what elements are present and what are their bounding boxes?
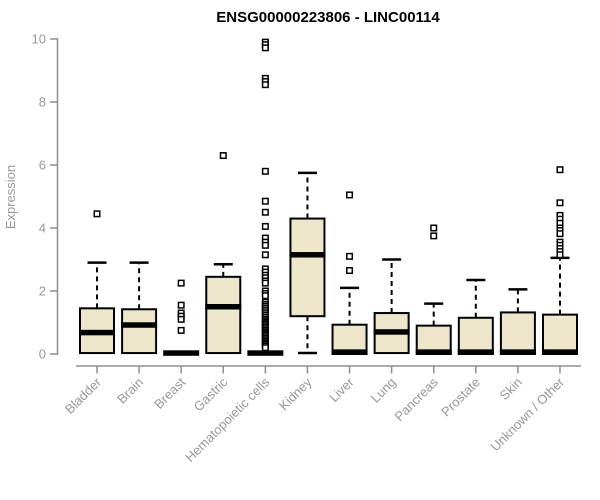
y-axis: 0 2 4 6 8 10 <box>32 32 59 362</box>
box-bladder <box>79 210 115 355</box>
outlier-point <box>261 81 269 89</box>
outlier-point <box>346 252 354 260</box>
box-skin <box>499 288 536 356</box>
box-lung <box>373 258 410 355</box>
outlier-point <box>261 208 269 216</box>
median-line <box>541 349 578 355</box>
box-prostate <box>457 278 494 355</box>
x-category-label: Pancreas <box>391 374 441 424</box>
box-breast <box>163 279 200 356</box>
box-rect <box>541 313 578 355</box>
median-line <box>79 329 115 336</box>
median-line <box>205 304 242 310</box>
outlier-point <box>261 197 269 205</box>
outlier-point <box>556 251 564 259</box>
y-tick-label: 6 <box>39 158 46 173</box>
box-liver <box>331 191 368 355</box>
outlier-point <box>219 152 227 160</box>
outlier-point <box>261 44 269 52</box>
outlier-point <box>177 326 185 334</box>
outlier-point <box>430 232 438 240</box>
outlier-point <box>261 241 269 249</box>
box-rect <box>457 316 494 355</box>
outlier-point <box>556 166 564 174</box>
outlier-point <box>556 230 564 238</box>
median-line <box>331 349 368 355</box>
x-category-label: Brain <box>114 375 146 407</box>
y-tick-label: 0 <box>39 347 46 362</box>
box-rect <box>205 275 242 355</box>
y-tick-label: 10 <box>32 32 46 47</box>
outlier-point <box>261 344 269 352</box>
box-gastric <box>205 152 242 355</box>
median-line <box>373 329 410 335</box>
outlier-point <box>346 267 354 275</box>
median-line <box>247 350 284 356</box>
outlier-point <box>261 167 269 175</box>
outlier-point <box>261 251 269 259</box>
outlier-point <box>261 222 269 230</box>
x-category-label: Gastric <box>191 374 231 414</box>
chart-title: ENSG00000223806 - LINC00114 <box>216 9 440 26</box>
y-tick-label: 8 <box>39 95 46 110</box>
outlier-point <box>346 191 354 199</box>
median-line <box>289 252 326 258</box>
x-category-label: Kidney <box>276 374 315 413</box>
outlier-point <box>177 279 185 287</box>
x-category-label: Lung <box>368 375 399 406</box>
x-category-label: Unknown / Other <box>488 374 568 454</box>
box-brain <box>121 261 158 355</box>
outlier-point <box>556 199 564 207</box>
box-unknown-other <box>541 166 578 355</box>
x-category-label: Liver <box>326 374 357 405</box>
outlier-point <box>177 315 185 323</box>
median-line <box>121 322 158 328</box>
box-rect <box>499 311 536 356</box>
box-pancreas <box>415 224 452 355</box>
x-category-label: Prostate <box>438 375 483 420</box>
outlier-point <box>93 210 101 218</box>
median-line <box>499 349 536 355</box>
y-tick-label: 4 <box>39 221 46 236</box>
median-line <box>457 349 494 355</box>
x-category-label: Breast <box>151 374 188 411</box>
box-rect <box>289 217 326 318</box>
median-line <box>163 350 200 356</box>
outlier-point <box>261 292 269 300</box>
outlier-point <box>261 279 269 287</box>
x-category-label: Bladder <box>62 374 105 417</box>
outlier-point <box>177 301 185 309</box>
y-tick-label: 2 <box>39 284 46 299</box>
box-rect <box>121 308 158 355</box>
box-kidney <box>289 171 326 355</box>
y-axis-title: Expression <box>3 165 18 229</box>
outlier-point <box>430 224 438 232</box>
box-hematopoietic-cells <box>247 38 284 356</box>
median-line <box>415 349 452 355</box>
x-category-label: Skin <box>497 375 525 403</box>
boxes-layer <box>79 38 578 356</box>
box-rect <box>331 323 368 355</box>
